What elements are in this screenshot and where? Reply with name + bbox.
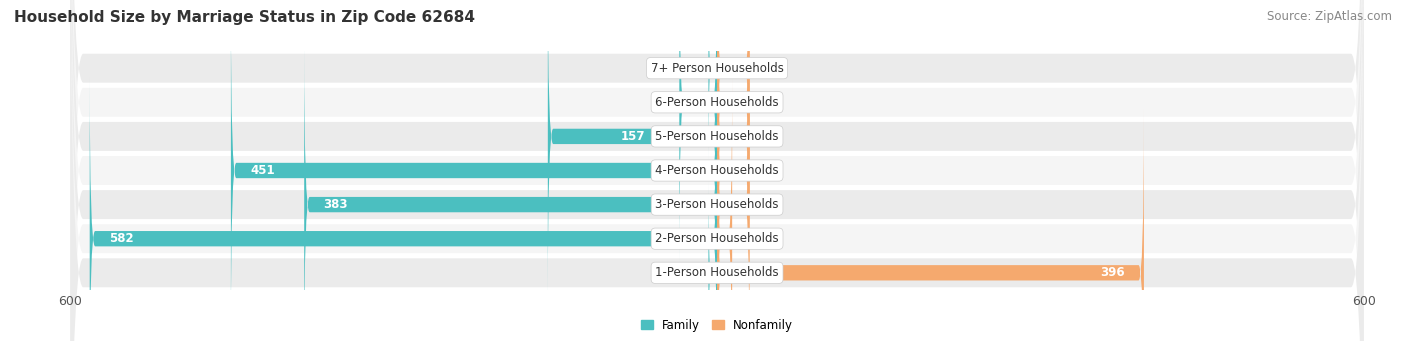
FancyBboxPatch shape [70,0,1364,341]
Text: 582: 582 [110,232,134,245]
Text: 383: 383 [323,198,349,211]
FancyBboxPatch shape [70,0,1364,341]
Text: 14: 14 [741,232,756,245]
FancyBboxPatch shape [717,110,1144,341]
Text: 0: 0 [755,96,762,109]
Text: 451: 451 [250,164,276,177]
Text: 0: 0 [755,62,762,75]
Text: 0: 0 [755,164,762,177]
Text: 4-Person Households: 4-Person Households [655,164,779,177]
FancyBboxPatch shape [717,0,749,231]
Text: 6-Person Households: 6-Person Households [655,96,779,109]
FancyBboxPatch shape [679,0,717,265]
Text: 0: 0 [755,130,762,143]
FancyBboxPatch shape [70,0,1364,341]
Text: 0: 0 [696,266,703,279]
FancyBboxPatch shape [90,76,717,341]
Text: 0: 0 [755,198,762,211]
FancyBboxPatch shape [304,42,717,341]
Text: 3-Person Households: 3-Person Households [655,198,779,211]
Legend: Family, Nonfamily: Family, Nonfamily [636,314,799,337]
Text: 1-Person Households: 1-Person Households [655,266,779,279]
Text: 157: 157 [620,130,645,143]
Text: 2-Person Households: 2-Person Households [655,232,779,245]
FancyBboxPatch shape [548,0,717,299]
FancyBboxPatch shape [70,0,1364,341]
FancyBboxPatch shape [717,8,749,333]
Text: 396: 396 [1099,266,1125,279]
FancyBboxPatch shape [70,0,1364,341]
Text: Household Size by Marriage Status in Zip Code 62684: Household Size by Marriage Status in Zip… [14,10,475,25]
Text: 35: 35 [657,96,671,109]
Text: 0: 0 [696,62,703,75]
FancyBboxPatch shape [717,76,733,341]
Text: 7+ Person Households: 7+ Person Households [651,62,783,75]
FancyBboxPatch shape [70,0,1364,341]
FancyBboxPatch shape [717,0,749,299]
FancyBboxPatch shape [717,42,749,341]
Text: 5-Person Households: 5-Person Households [655,130,779,143]
FancyBboxPatch shape [709,178,717,341]
Text: Source: ZipAtlas.com: Source: ZipAtlas.com [1267,10,1392,23]
FancyBboxPatch shape [70,0,1364,341]
FancyBboxPatch shape [717,0,749,265]
FancyBboxPatch shape [709,0,717,163]
FancyBboxPatch shape [231,8,717,333]
